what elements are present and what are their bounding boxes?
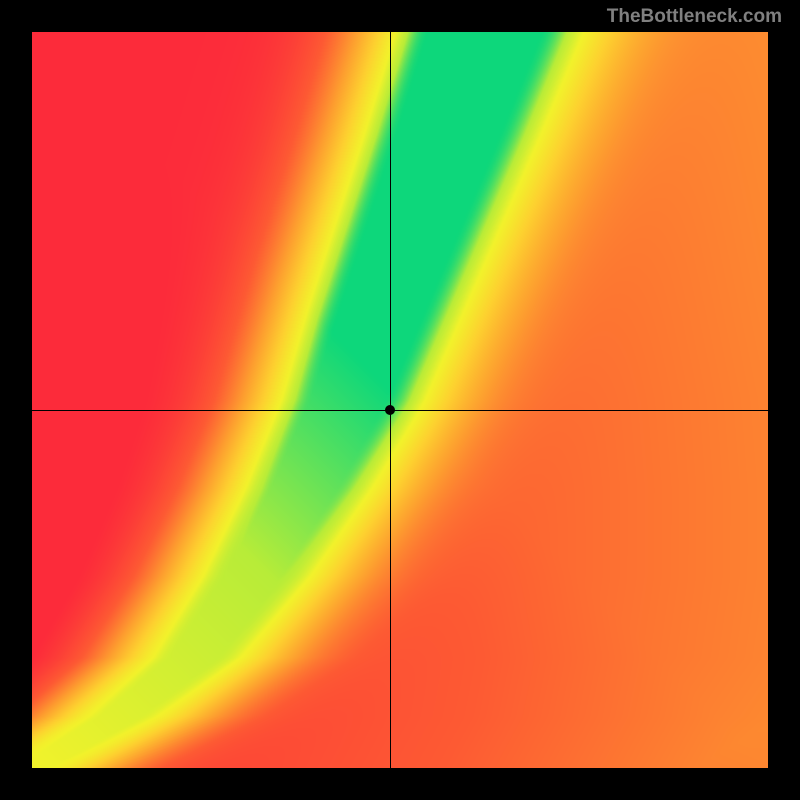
crosshair-vertical [390, 32, 391, 768]
plot-area [32, 32, 768, 768]
crosshair-horizontal [32, 410, 768, 411]
watermark-text: TheBottleneck.com [607, 6, 782, 28]
heatmap-canvas [32, 32, 768, 768]
crosshair-marker [385, 405, 395, 415]
